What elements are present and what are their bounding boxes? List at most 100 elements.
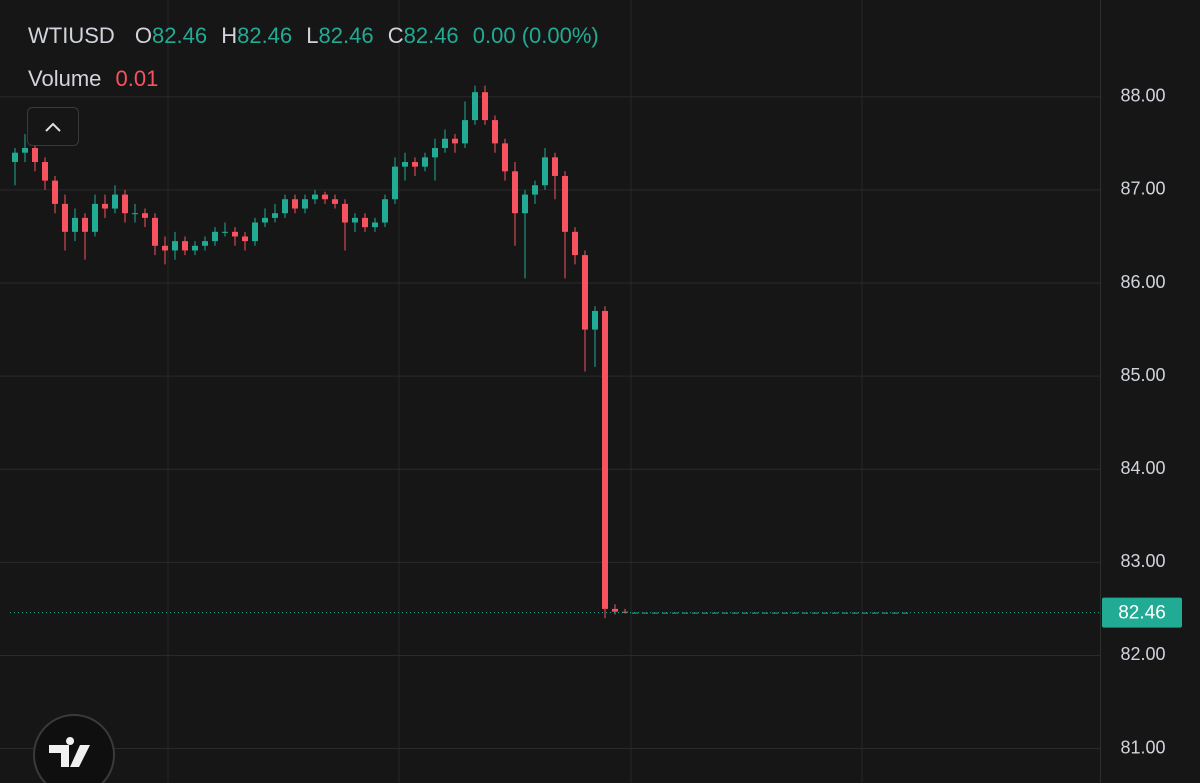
candle-body <box>612 608 618 612</box>
y-tick-label: 81.00 <box>1120 737 1165 757</box>
candle-body <box>162 245 168 251</box>
volume-value: 0.01 <box>116 66 159 91</box>
candle-body <box>232 231 238 237</box>
ohlc-value: 82.46 <box>404 23 459 48</box>
candle-body <box>822 612 828 614</box>
candle-body <box>742 612 748 614</box>
candle-body <box>762 612 768 614</box>
symbol: WTIUSD <box>28 23 115 48</box>
candle-body <box>722 612 728 614</box>
candle-body <box>582 255 588 330</box>
last-price-label: 82.46 <box>1118 603 1166 624</box>
candle-body <box>142 213 148 218</box>
volume-legend: Volume 0.01 <box>28 66 158 91</box>
candle-body <box>882 612 888 614</box>
tv-logo[interactable] <box>33 714 115 783</box>
y-tick-label: 84.00 <box>1120 458 1165 478</box>
candle-body <box>222 231 228 233</box>
candle-body <box>282 199 288 214</box>
candle-body <box>252 222 258 242</box>
button-frame[interactable] <box>27 107 79 146</box>
candle-body <box>512 171 518 214</box>
ohlc-value: 82.46 <box>152 23 207 48</box>
ohlc-value: 82.46 <box>319 23 374 48</box>
candle-body <box>662 612 668 614</box>
candle-body <box>562 175 568 232</box>
legend-header: WTIUSD O82.46 H82.46 L82.46 C82.46 0.00 … <box>28 23 599 48</box>
candle-body <box>322 194 328 200</box>
ohlc-label: H <box>221 23 237 48</box>
candle-body <box>22 148 28 153</box>
candle-body <box>72 217 78 232</box>
candle-body <box>292 199 298 209</box>
candle-body <box>312 194 318 200</box>
candle-body <box>152 217 158 246</box>
candle-body <box>242 236 248 242</box>
candle-body <box>112 194 118 209</box>
candle-body <box>372 222 378 228</box>
candle-body <box>172 241 178 251</box>
candle-body <box>462 120 468 144</box>
ohlc-label: C <box>388 23 404 48</box>
y-tick-label: 83.00 <box>1120 551 1165 571</box>
candle-body <box>622 611 628 613</box>
candle-body <box>642 612 648 614</box>
candle-body <box>332 199 338 204</box>
candle-body <box>212 231 218 242</box>
candle-body <box>492 120 498 144</box>
candle-body <box>202 241 208 246</box>
candle-body <box>402 162 408 167</box>
chevron-icon <box>45 122 61 132</box>
candle-body <box>62 203 68 232</box>
candle-body <box>262 217 268 223</box>
candle-body <box>902 612 908 614</box>
candle-body <box>342 203 348 223</box>
y-tick-label: 88.00 <box>1120 86 1165 106</box>
candle-body <box>42 162 48 181</box>
candle-body <box>82 217 88 232</box>
ohlc-label: O <box>135 23 152 48</box>
candle-body <box>522 194 528 214</box>
candle-body <box>32 148 38 162</box>
candle-body <box>532 185 538 195</box>
candle-body <box>102 203 108 209</box>
candle-body <box>122 194 128 214</box>
ohlc-label: L <box>306 23 318 48</box>
candle-body <box>802 612 808 614</box>
candle-body <box>682 612 688 614</box>
last-price-box <box>1102 597 1182 628</box>
candle-body <box>52 180 58 204</box>
candle-body <box>422 157 428 167</box>
candle-body <box>552 157 558 176</box>
candle-body <box>182 241 188 251</box>
candle-body <box>302 199 308 209</box>
candle-body <box>132 213 138 215</box>
candle-body <box>12 152 18 162</box>
y-tick-label: 86.00 <box>1120 272 1165 292</box>
candle-body <box>592 310 598 330</box>
candle-body <box>542 157 548 186</box>
y-tick-label: 82.00 <box>1120 644 1165 664</box>
collapse-button[interactable] <box>27 107 79 146</box>
candle-body <box>572 231 578 256</box>
candle-body <box>502 143 508 172</box>
candle-body <box>192 245 198 251</box>
candle-body <box>352 217 358 223</box>
candle-body <box>412 162 418 167</box>
candle-body <box>452 138 458 144</box>
candle-body <box>842 612 848 614</box>
candle-body <box>92 203 98 232</box>
logo-mark <box>49 737 90 767</box>
candle-body <box>782 612 788 614</box>
volume-label: Volume <box>28 66 101 91</box>
candle-body <box>862 612 868 614</box>
candle-body <box>272 213 278 218</box>
logo-circle[interactable] <box>33 714 115 783</box>
time-grid <box>167 0 863 783</box>
ohlc-value: 82.46 <box>237 23 292 48</box>
candle-body <box>482 92 488 121</box>
candle-body <box>702 612 708 614</box>
